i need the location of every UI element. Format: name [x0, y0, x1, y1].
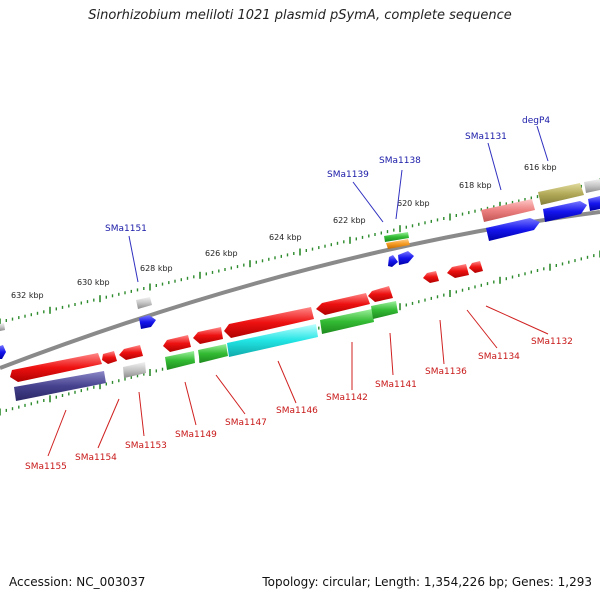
gene-arrow[interactable] — [193, 327, 223, 344]
accession-text: Accession: NC_003037 — [9, 575, 146, 589]
gene-arrow[interactable] — [469, 261, 483, 273]
gene-arrow[interactable] — [423, 271, 439, 283]
gene-arrow[interactable] — [102, 351, 117, 364]
gene-label[interactable]: SMa1149 — [175, 430, 217, 440]
gene-arrow[interactable] — [10, 353, 102, 382]
gene-arrow[interactable] — [371, 301, 398, 319]
scale-label: 620 kbp — [397, 199, 430, 208]
gene-arrow[interactable] — [584, 179, 600, 193]
gene-arrow[interactable] — [163, 335, 191, 352]
scale-ticks-top — [0, 178, 600, 326]
sequence-summary: Topology: circular; Length: 1,354,226 bp… — [262, 575, 592, 589]
gene-leader-lines — [47, 125, 549, 457]
gene-label[interactable]: SMa1146 — [276, 406, 318, 416]
scale-label: 630 kbp — [77, 278, 110, 287]
gene-arrow[interactable] — [0, 323, 5, 331]
gene-label[interactable]: SMa1147 — [225, 418, 267, 428]
scale-label: 622 kbp — [333, 216, 366, 225]
gene-labels-bottom: SMa1155 SMa1154 SMa1153 SMa1149 SMa1147 … — [25, 337, 573, 472]
gene-arrow[interactable] — [227, 324, 318, 357]
map-title: Sinorhizobium meliloti 1021 plasmid pSym… — [88, 8, 512, 23]
gene-label[interactable]: SMa1138 — [379, 156, 421, 166]
gene-label[interactable]: degP4 — [522, 116, 550, 126]
genes-reverse — [10, 261, 483, 401]
gene-arrow[interactable] — [368, 286, 393, 302]
gene-arrow[interactable] — [0, 345, 6, 359]
gene-arrow[interactable] — [136, 297, 152, 309]
gene-label[interactable]: SMa1142 — [326, 393, 368, 403]
gene-arrow[interactable] — [398, 251, 414, 265]
scale-label: 632 kbp — [11, 291, 44, 300]
gene-arrow[interactable] — [14, 371, 106, 401]
gene-arrow[interactable] — [588, 196, 600, 211]
gene-arrow[interactable] — [119, 345, 143, 360]
gene-labels-top: SMa1151 SMa1139 SMa1138 SMa1131 degP4 — [105, 116, 550, 234]
gene-arrow[interactable] — [224, 307, 314, 338]
gene-arrow[interactable] — [123, 362, 146, 378]
gene-arrow[interactable] — [486, 218, 540, 241]
gene-label[interactable]: SMa1132 — [531, 337, 573, 347]
scale-labels: 632 kbp 630 kbp 628 kbp 626 kbp 624 kbp … — [11, 163, 557, 300]
gene-arrow[interactable] — [481, 199, 535, 222]
gene-arrow[interactable] — [447, 264, 469, 278]
gene-arrow[interactable] — [538, 183, 584, 205]
gene-label[interactable]: SMa1134 — [478, 352, 520, 362]
gene-label[interactable]: SMa1155 — [25, 462, 67, 472]
gene-arrow[interactable] — [198, 344, 228, 363]
gene-arrow[interactable] — [320, 309, 374, 334]
gene-label[interactable]: SMa1154 — [75, 453, 117, 463]
gene-arrow[interactable] — [139, 315, 156, 329]
gene-label[interactable]: SMa1141 — [375, 380, 417, 390]
gene-label[interactable]: SMa1136 — [425, 367, 467, 377]
scale-label: 624 kbp — [269, 233, 302, 242]
gene-arrow[interactable] — [543, 201, 587, 222]
gene-arrow[interactable] — [316, 293, 370, 315]
gene-label[interactable]: SMa1153 — [125, 441, 167, 451]
gene-label[interactable]: SMa1131 — [465, 132, 507, 142]
gene-arrow[interactable] — [386, 239, 410, 249]
gene-arrow[interactable] — [388, 255, 398, 267]
gene-label[interactable]: SMa1139 — [327, 170, 369, 180]
scale-label: 628 kbp — [140, 264, 173, 273]
gene-label[interactable]: SMa1151 — [105, 224, 147, 234]
gene-arrow[interactable] — [165, 351, 195, 370]
scale-label: 626 kbp — [205, 249, 238, 258]
gene-arrow[interactable] — [384, 232, 409, 242]
genes-forward — [0, 179, 600, 359]
scale-label: 616 kbp — [524, 163, 557, 172]
scale-label: 618 kbp — [459, 181, 492, 190]
